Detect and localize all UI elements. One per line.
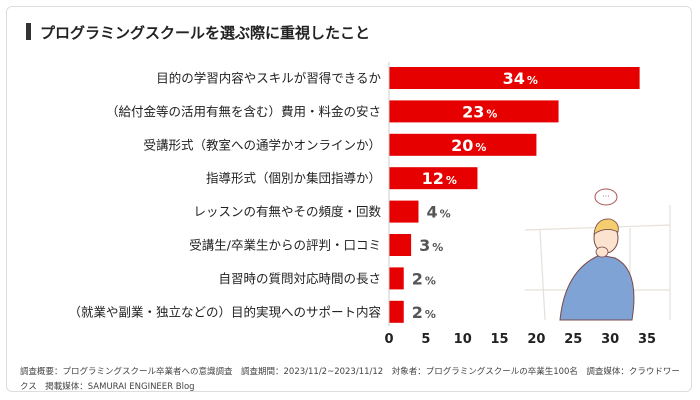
data-label: 34% <box>503 69 538 88</box>
x-tick-label: 35 <box>638 332 656 347</box>
bar <box>389 100 559 123</box>
x-tick-label: 20 <box>527 332 545 347</box>
data-label: 3% <box>419 236 443 255</box>
category-label: 自習時の質問対応時間の長さ <box>218 271 381 286</box>
data-label: 12% <box>422 169 457 188</box>
thinking-man-icon: ··· <box>524 188 671 321</box>
data-label: 2% <box>412 269 436 288</box>
bar <box>389 234 412 256</box>
category-label: （就業や副業・独立などの）目的実現へのサポート内容 <box>68 304 381 319</box>
category-label: 指導形式（個別か集団指導か） <box>206 171 381 186</box>
bar <box>389 167 478 190</box>
x-tick-label: 25 <box>564 332 582 347</box>
category-label: 目的の学習内容やスキルが習得できるか <box>156 71 381 86</box>
svg-text:···: ··· <box>602 192 610 201</box>
bar <box>389 133 537 156</box>
data-label: 4% <box>426 203 450 222</box>
chart-card <box>6 6 692 392</box>
category-label: （給付金等の活用有無を含む）費用・料金の安さ <box>106 104 381 119</box>
category-label: 受講形式（教室への通学かオンラインか） <box>143 137 381 152</box>
title-marker <box>26 23 31 40</box>
x-tick-label: 0 <box>384 332 393 347</box>
bar <box>389 200 419 223</box>
bar <box>389 267 404 290</box>
x-tick-label: 15 <box>491 332 509 347</box>
data-label: 23% <box>462 102 497 121</box>
x-tick-label: 30 <box>601 332 619 347</box>
x-tick-label: 10 <box>454 332 472 347</box>
chart-title: プログラミングスクールを選ぶ際に重視したこと <box>40 24 371 42</box>
survey-footnote: 調査概要：プログラミングスクール卒業者への意識調査 調査期間：2023/11/2… <box>20 367 680 392</box>
category-label: レッスンの有無やその頻度・回数 <box>193 204 381 219</box>
data-label: 2% <box>412 303 436 322</box>
category-label: 受講生/卒業生からの評判・口コミ <box>189 238 381 253</box>
bar <box>389 300 404 323</box>
bar <box>389 67 640 89</box>
data-label: 20% <box>451 136 486 155</box>
x-tick-label: 5 <box>421 332 430 347</box>
